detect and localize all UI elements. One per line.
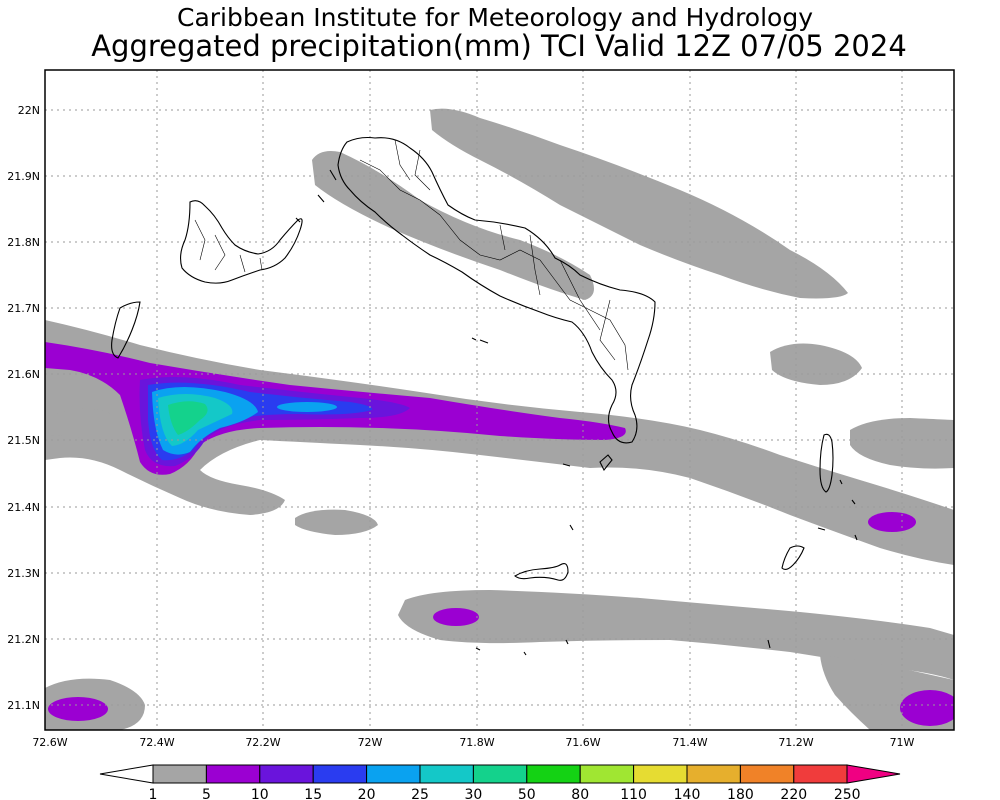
- lat-label: 21.3N: [7, 567, 40, 580]
- colorbar-level-label: 20: [358, 787, 376, 800]
- small-cays: [295, 169, 858, 656]
- colorbar: 1 5 10 15 20 25 30 50 80 110 140 180 220 250: [99, 764, 901, 800]
- precip-band-west-lobe: [45, 408, 128, 440]
- west-caicos-coast: [111, 301, 141, 359]
- lat-label: 21.1N: [7, 699, 40, 712]
- lon-label: 72.6W: [32, 736, 67, 749]
- lat-label: 21.5N: [7, 434, 40, 447]
- providenciales-coast: [179, 200, 303, 284]
- lon-label: 72.2W: [245, 736, 280, 749]
- colorbar-swatch: [739, 764, 795, 784]
- colorbar-swatch: [312, 764, 368, 784]
- lat-label: 21.2N: [7, 633, 40, 646]
- colorbar-level-label: 180: [727, 787, 754, 800]
- colorbar-level-label: 220: [780, 787, 807, 800]
- precip-core-seagreen: [168, 401, 208, 435]
- colorbar-level-label: 50: [518, 787, 536, 800]
- precip-core-sky-east: [277, 402, 337, 412]
- precip-band-caicos: [312, 151, 594, 300]
- colorbar-swatch: [686, 764, 741, 784]
- colorbar-level-label: 80: [571, 787, 589, 800]
- colorbar-level-label: 10: [251, 787, 269, 800]
- colorbar-level-label: 30: [464, 787, 482, 800]
- latitude-labels: 22N 21.9N 21.8N 21.7N 21.6N 21.5N 21.4N …: [7, 104, 40, 712]
- lat-label: 22N: [18, 104, 40, 117]
- precip-spot-south: [433, 608, 479, 626]
- precip-blob-east-1: [770, 343, 862, 385]
- lon-label: 71.6W: [565, 736, 600, 749]
- colorbar-level-label: 1: [149, 787, 158, 800]
- lon-label: 71W: [890, 736, 915, 749]
- precip-band-main: [45, 320, 954, 565]
- map-title-institute: Caribbean Institute for Meteorology and …: [177, 3, 813, 32]
- lat-label: 21.9N: [7, 170, 40, 183]
- lat-label: 21.6N: [7, 368, 40, 381]
- colorbar-swatch: [579, 764, 635, 784]
- lat-label: 21.8N: [7, 236, 40, 249]
- lon-label: 71.4W: [672, 736, 707, 749]
- lat-label: 21.7N: [7, 302, 40, 315]
- lon-label: 71.8W: [459, 736, 494, 749]
- colorbar-swatch: [472, 764, 528, 784]
- colorbar-low-arrow: [99, 764, 154, 784]
- grand-turk-coast: [819, 433, 834, 493]
- lon-label: 71.2W: [778, 736, 813, 749]
- colorbar-level-label: 250: [834, 787, 861, 800]
- graticule: [45, 70, 954, 730]
- lon-label: 72W: [358, 736, 383, 749]
- precip-band-north: [430, 108, 848, 299]
- longitude-labels: 72.6W 72.4W 72.2W 72W 71.8W 71.6W 71.4W …: [32, 736, 914, 749]
- colorbar-swatch: [526, 764, 581, 784]
- colorbar-high-arrow: [846, 764, 901, 784]
- map-frame: [44, 69, 955, 731]
- north-caicos-interior: [359, 139, 629, 371]
- colorbar-swatch: [793, 764, 848, 784]
- caicos-cays-south: [514, 563, 569, 581]
- colorbar-swatch: [152, 764, 207, 784]
- colorbar-swatch: [259, 764, 314, 784]
- colorbar-level-label: 5: [202, 787, 211, 800]
- precipitation-field: [45, 108, 954, 730]
- colorbar-swatch: [205, 764, 261, 784]
- colorbar-swatch: [633, 764, 688, 784]
- salt-cay-coast: [781, 545, 805, 570]
- precip-spot-southwest: [48, 697, 108, 721]
- colorbar-level-label: 25: [411, 787, 429, 800]
- lon-label: 72.4W: [139, 736, 174, 749]
- precip-spot-southeast: [900, 690, 954, 726]
- lat-label: 21.4N: [7, 501, 40, 514]
- colorbar-swatch: [419, 764, 474, 784]
- precip-blob-small: [295, 509, 378, 535]
- precip-spot-east: [868, 512, 916, 532]
- colorbar-level-label: 15: [304, 787, 322, 800]
- land-outlines: [111, 136, 858, 656]
- colorbar-level-label: 140: [674, 787, 701, 800]
- providenciales-interior: [194, 219, 263, 273]
- colorbar-level-label: 110: [620, 787, 647, 800]
- colorbar-swatch: [366, 764, 421, 784]
- map-title-product: Aggregated precipitation(mm) TCI Valid 1…: [91, 29, 907, 63]
- precip-band-south: [398, 590, 954, 680]
- north-caicos-coast: [337, 136, 656, 444]
